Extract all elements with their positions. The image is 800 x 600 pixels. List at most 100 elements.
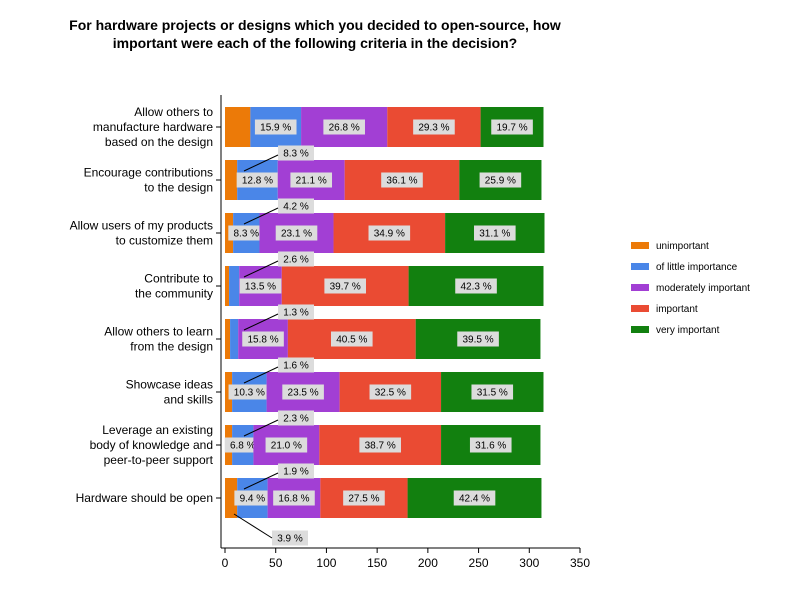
data-label-2-0-bg: [323, 119, 365, 135]
x-tick-label-6: 300: [519, 556, 539, 570]
x-tick-label-5: 250: [469, 556, 489, 570]
category-label-6-1: body of knowledge and: [90, 438, 213, 452]
data-label-2-5: 23.5 %: [288, 388, 319, 399]
category-label-3-0: Contribute to: [144, 272, 213, 286]
data-label-2-6-bg: [265, 437, 308, 453]
category-label-7-0: Hardware should be open: [76, 491, 213, 505]
callout-leader-5: [243, 419, 279, 437]
data-label-4-5-bg: [471, 384, 514, 400]
callout-label-0: 8.3 %: [283, 149, 309, 160]
legend-swatch-4: [631, 326, 649, 333]
data-label-1-0-bg: [254, 119, 297, 135]
legend: unimportant of little importance moderatel…: [631, 241, 750, 336]
category-label-4-1: from the design: [130, 340, 213, 354]
data-label-3-1: 36.1 %: [386, 176, 417, 187]
data-label-4-7-bg: [453, 490, 496, 506]
category-label-4-0: Allow others to learn: [104, 325, 213, 339]
callout-label-unimportant-7: 3.9 %: [277, 534, 303, 545]
chart-title-line-1: For hardware projects or designs which y…: [69, 17, 561, 33]
data-label-4-3: 42.3 %: [460, 282, 491, 293]
callout-leader-2: [243, 260, 279, 278]
legend-swatch-3: [631, 305, 649, 312]
x-tick-label-3: 150: [367, 556, 387, 570]
callout-label-4: 1.6 %: [283, 361, 309, 372]
data-label-1-7-bg: [234, 490, 271, 506]
data-label-4-3-bg: [455, 278, 497, 294]
callout-label-3-bg: [278, 304, 314, 320]
data-label-3-3: 39.7 %: [330, 282, 361, 293]
data-label-1-0: 15.9 %: [260, 123, 291, 134]
data-label-4-2-bg: [474, 225, 516, 241]
data-label-3-5: 32.5 %: [375, 388, 406, 399]
callout-label-2-bg: [278, 251, 314, 267]
data-label-3-3-bg: [324, 278, 366, 294]
callout-leader-6: [243, 472, 279, 490]
bar-segment-of-little-importance-4: [230, 319, 239, 359]
data-label-3-6-bg: [359, 437, 401, 453]
data-label-4-5: 31.5 %: [477, 388, 508, 399]
data-label-2-4-bg: [242, 331, 284, 347]
x-tick-label-4: 200: [418, 556, 438, 570]
data-label-4-4-bg: [457, 331, 499, 347]
data-label-2-2: 23.1 %: [281, 229, 312, 240]
category-label-0-1: manufacture hardware: [93, 120, 213, 134]
callout-label-0-bg: [278, 145, 314, 161]
data-label-1-5: 10.3 %: [234, 388, 265, 399]
data-label-2-2-bg: [275, 225, 318, 241]
callout-label-unimportant-7-bg: [272, 530, 308, 546]
data-label-3-7-bg: [343, 490, 385, 506]
chart-title-line-2: important were each of the following cri…: [113, 35, 518, 51]
data-label-4-6-bg: [469, 437, 512, 453]
callout-label-5: 2.3 %: [283, 414, 309, 425]
x-tick-label-2: 100: [316, 556, 336, 570]
legend-swatch-1: [631, 263, 649, 270]
category-label-5-0: Showcase ideas: [126, 378, 213, 392]
data-label-4-7: 42.4 %: [459, 494, 490, 505]
legend-label-0: unimportant: [656, 241, 709, 252]
data-label-4-0-bg: [491, 119, 533, 135]
category-label-2-1: to customize them: [116, 234, 213, 248]
legend-label-2: moderately important: [656, 283, 750, 294]
callout-label-6: 1.9 %: [283, 467, 309, 478]
data-label-2-7-bg: [273, 490, 315, 506]
category-label-1-0: Encourage contributions: [84, 166, 213, 180]
data-label-4-1: 25.9 %: [485, 176, 516, 187]
data-label-2-4: 15.8 %: [247, 335, 278, 346]
data-label-1-7: 9.4 %: [240, 494, 266, 505]
bar-segment-unimportant-3: [225, 266, 230, 306]
callout-label-4-bg: [278, 357, 314, 373]
data-label-1-2: 8.3 %: [234, 229, 260, 240]
x-tick-label-7: 350: [570, 556, 590, 570]
data-label-3-4: 40.5 %: [336, 335, 367, 346]
category-label-6-2: peer-to-peer support: [104, 453, 214, 467]
category-label-0-0: Allow others to: [134, 105, 213, 119]
data-label-2-1-bg: [290, 172, 333, 188]
x-tick-label-1: 50: [269, 556, 283, 570]
bar-segment-unimportant-7: [225, 478, 238, 518]
data-label-4-1-bg: [479, 172, 522, 188]
data-label-3-7: 27.5 %: [348, 494, 379, 505]
data-label-3-0-bg: [413, 119, 455, 135]
legend-label-3: important: [656, 304, 698, 315]
data-label-3-1-bg: [381, 172, 423, 188]
callout-leader-unimportant-7: [233, 513, 273, 539]
category-label-3-1: the community: [135, 287, 213, 301]
legend-label-1: of little importance: [656, 262, 738, 273]
data-label-4-6: 31.6 %: [475, 441, 506, 452]
plot-area: 15.9 % 26.8 % 29.3 % 19.7 % Allow others tom…: [70, 95, 590, 570]
data-label-3-6: 38.7 %: [365, 441, 396, 452]
data-label-2-7: 16.8 %: [278, 494, 309, 505]
data-label-3-2: 34.9 %: [374, 229, 405, 240]
callout-label-2: 2.6 %: [283, 255, 309, 266]
legend-label-4: very important: [656, 325, 720, 336]
bar-segment-unimportant-4: [225, 319, 231, 359]
callout-leader-3: [243, 313, 279, 331]
data-label-2-3: 13.5 %: [245, 282, 276, 293]
data-label-2-0: 26.8 %: [329, 123, 360, 134]
data-label-3-4-bg: [330, 331, 373, 347]
data-label-2-6: 21.0 %: [271, 441, 302, 452]
data-label-4-0: 19.7 %: [496, 123, 527, 134]
data-label-4-4: 39.5 %: [462, 335, 493, 346]
callout-leader-1: [243, 207, 279, 225]
